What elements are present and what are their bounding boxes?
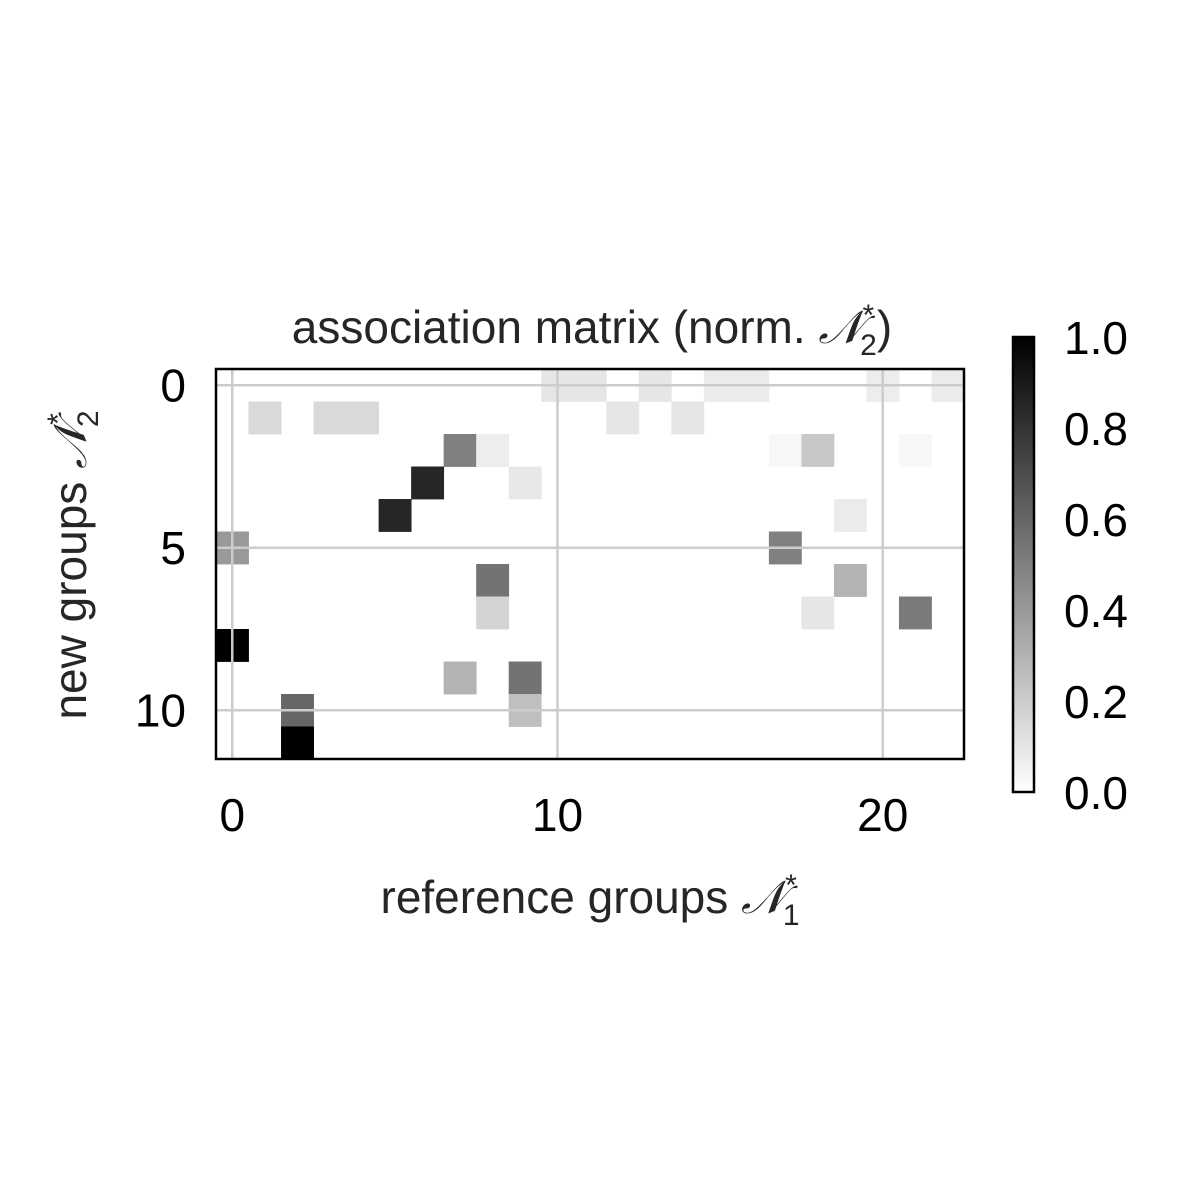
- x-tick-label: 0: [219, 789, 245, 841]
- heatmap-cell: [508, 466, 542, 500]
- colorbar-tick-label: 0.8: [1064, 403, 1128, 455]
- x-tick-label: 20: [857, 789, 908, 841]
- colorbar-tick-label: 0.4: [1064, 585, 1128, 637]
- y-axis-label: new groups 𝒩*2: [42, 410, 105, 719]
- colorbar-tick-label: 1.0: [1064, 312, 1128, 364]
- heatmap-cell: [281, 726, 314, 760]
- heatmap-cell: [476, 596, 510, 630]
- colorbar-tick-label: 0.6: [1064, 494, 1128, 546]
- heatmap-cell: [801, 596, 835, 630]
- colorbar-tick-label: 0.0: [1064, 767, 1128, 819]
- heatmap-cell: [248, 401, 282, 435]
- x-tick-labels: 0 10 20: [219, 789, 908, 841]
- heatmap-cell: [898, 596, 932, 630]
- heatmap-cell: [313, 401, 347, 435]
- heatmap-cell: [346, 401, 380, 435]
- heatmap-cell: [833, 499, 867, 532]
- grid-lines: [216, 369, 964, 759]
- plot-frame: [214, 367, 966, 761]
- y-tick-label: 10: [135, 684, 186, 736]
- heatmap-cell: [443, 661, 477, 695]
- heatmap-cell: [443, 434, 477, 467]
- x-axis-label: reference groups 𝒩* 1: [381, 869, 800, 932]
- chart-title: association matrix (norm. 𝒩* 2): [292, 299, 892, 362]
- x-tick-label: 10: [532, 789, 583, 841]
- heatmap-cell: [606, 401, 640, 435]
- heatmap-cell: [768, 434, 802, 467]
- heatmap-cell: [898, 434, 932, 467]
- heatmap-cell: [801, 434, 835, 467]
- heatmap-cell: [508, 661, 542, 695]
- heatmap-cell: [476, 434, 510, 467]
- y-tick-label: 0: [160, 359, 186, 411]
- heatmap-cell: [378, 499, 412, 532]
- heatmap-cell: [671, 401, 705, 435]
- heatmap-cell: [833, 564, 867, 597]
- colorbar: [1011, 335, 1036, 794]
- colorbar-tick-label: 0.2: [1064, 676, 1128, 728]
- colorbar-tick-labels: 0.0 0.2 0.4 0.6 0.8 1.0: [1064, 312, 1128, 819]
- heatmap-cell: [411, 466, 445, 500]
- y-tick-labels: 0 5 10: [135, 359, 186, 736]
- heatmap-cell: [476, 564, 510, 597]
- heatmap-cells: [216, 369, 965, 760]
- y-tick-label: 5: [160, 522, 186, 574]
